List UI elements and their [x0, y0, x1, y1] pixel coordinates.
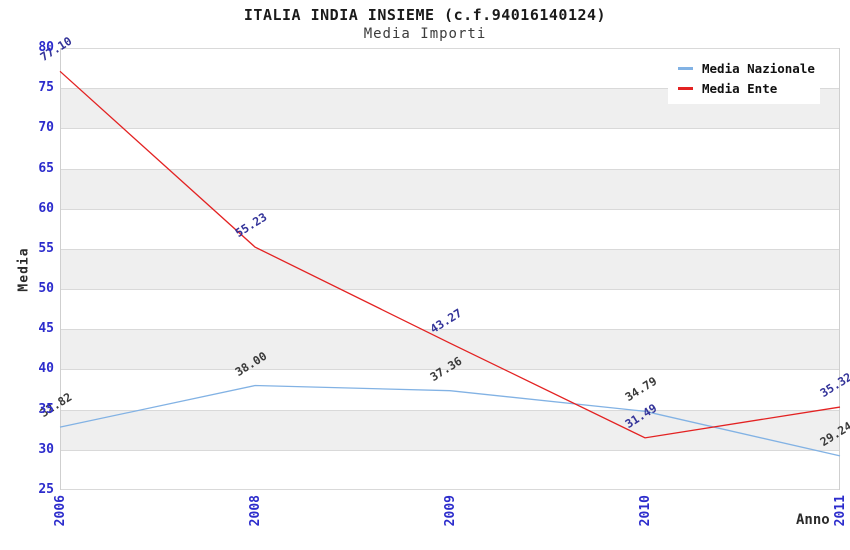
chart-title: ITALIA INDIA INSIEME (c.f.94016140124)	[243, 6, 607, 24]
plot-border	[839, 48, 840, 490]
plot-border	[60, 48, 61, 490]
x-axis-title: Anno	[796, 512, 830, 528]
y-tick-label: 75	[38, 80, 54, 96]
y-tick-label: 80	[38, 40, 54, 55]
legend-item-label: Media Ente	[702, 80, 778, 96]
gridline	[60, 209, 840, 210]
x-tick-label: 2011	[833, 495, 848, 527]
gridline	[60, 329, 840, 330]
legend-item-label: Media Nazionale	[702, 60, 815, 76]
legend-swatch-icon	[678, 86, 693, 90]
y-tick-label: 70	[38, 120, 54, 136]
legend: Media Nazionale Media Ente	[668, 52, 820, 104]
x-tick-label: 2009	[443, 495, 458, 527]
y-tick-label: 50	[38, 281, 54, 297]
grid-band	[60, 329, 840, 370]
y-tick-label: 55	[38, 240, 54, 256]
y-tick-label: 60	[38, 200, 54, 216]
gridline	[60, 289, 840, 290]
gridline	[60, 369, 840, 370]
gridline	[60, 169, 840, 170]
y-tick-label: 45	[38, 321, 54, 337]
gridline	[60, 410, 840, 411]
gridline	[60, 128, 840, 129]
plot-area: 32.82 38.00 37.36 34.79 29.24 77.10 55.23 43.27…	[38, 34, 850, 490]
legend-swatch-icon	[678, 66, 693, 70]
x-tick-label: 2006	[53, 495, 68, 527]
legend-item: Media Nazionale	[668, 58, 820, 78]
chart-subtitle: Media Importi	[363, 26, 487, 42]
x-tick-label: 2010	[638, 495, 653, 527]
x-tick-label: 2008	[248, 495, 263, 527]
grid-band	[60, 248, 840, 290]
y-tick-label: 65	[38, 160, 54, 176]
gridline	[60, 489, 840, 490]
series-line	[59, 384, 841, 457]
grid-band	[60, 409, 840, 450]
gridline	[60, 450, 840, 451]
y-tick-label: 35	[38, 401, 54, 417]
y-tick-label: 25	[38, 482, 54, 497]
series-lines	[59, 70, 841, 457]
series-line	[59, 70, 841, 439]
y-tick-label: 30	[38, 441, 54, 457]
gridline	[60, 249, 840, 250]
legend-item: Media Ente	[668, 78, 820, 98]
gridline	[60, 48, 840, 49]
gridline	[60, 88, 840, 89]
y-tick-label: 40	[38, 361, 54, 377]
